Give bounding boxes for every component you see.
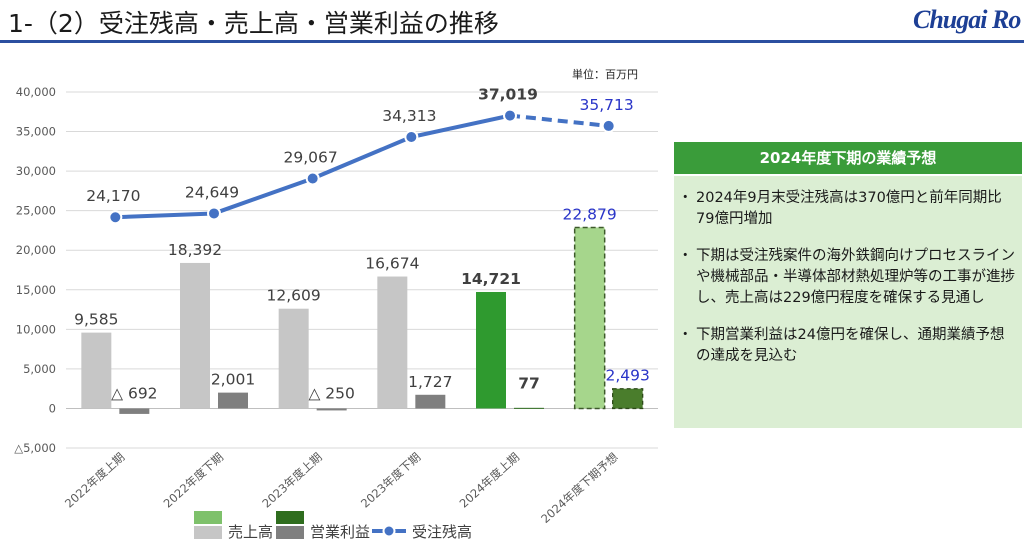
order-backlog-data-label: 35,713 — [580, 96, 634, 114]
order-backlog-data-label: 29,067 — [284, 148, 338, 166]
x-tick-label: 2022年度上期 — [62, 450, 127, 511]
sales-data-label: 16,674 — [365, 255, 419, 273]
order-backlog-data-label: 37,019 — [478, 86, 538, 104]
profit-data-label: △ 250 — [308, 384, 354, 402]
sales-bar — [278, 308, 309, 409]
forecast-bullet: 下期営業利益は24億円を確保し、通期業績予想の達成を見込む — [678, 325, 1016, 367]
legend-swatch-profit-current — [276, 511, 304, 524]
sales-data-label: 22,879 — [563, 205, 617, 223]
x-tick-label: 2024年度下期予想 — [538, 450, 620, 526]
y-tick-label: 15,000 — [16, 283, 56, 297]
sales-data-label: 18,392 — [168, 241, 222, 259]
slide-title: 1-（2）受注残高・売上高・営業利益の推移 — [8, 9, 499, 38]
sales-bar — [377, 276, 408, 409]
order-backlog-point — [108, 210, 123, 225]
legend-swatch-sales-current — [194, 511, 222, 524]
forecast-bullet: 2024年9月末受注残高は370億円と前年同期比79億円増加 — [678, 188, 1016, 230]
x-tick-label: 2023年度下期 — [358, 450, 423, 511]
x-tick-label: 2024年度上期 — [457, 450, 522, 511]
y-tick-label: 10,000 — [16, 322, 56, 336]
sales-bar — [476, 291, 506, 409]
profit-data-label: △ 692 — [111, 384, 157, 402]
order-backlog-point — [207, 206, 221, 221]
sales-bar — [81, 332, 112, 409]
y-tick-label: △5,000 — [14, 441, 56, 455]
profit-data-label: 2,493 — [605, 367, 649, 385]
sales-data-label: 9,585 — [74, 311, 118, 329]
profit-bar — [612, 388, 644, 410]
profit-data-label: 2,001 — [211, 371, 255, 389]
title-rule — [0, 40, 1024, 43]
legend-label-order: 受注残高 — [412, 523, 472, 541]
profit-data-label: 1,727 — [408, 373, 452, 391]
y-tick-label: 30,000 — [16, 164, 56, 178]
legend-swatch-sales — [194, 526, 222, 539]
profit-bar — [415, 394, 446, 409]
y-tick-label: 35,000 — [16, 125, 56, 139]
profit-bar — [218, 392, 248, 409]
order-backlog-data-label: 24,170 — [86, 187, 140, 205]
profit-bar — [514, 407, 544, 409]
forecast-panel: 2024年9月末受注残高は370億円と前年同期比79億円増加 下期は受注残案件の… — [674, 176, 1022, 428]
y-tick-label: 25,000 — [16, 204, 56, 218]
profit-bar — [316, 408, 347, 411]
legend-label-sales: 売上高 — [228, 523, 273, 541]
y-tick-label: 5,000 — [23, 362, 56, 376]
combo-chart: △5,000 0 5,000 10,000 15,000 20,000 25,000 30,0… — [14, 85, 658, 541]
order-backlog-data-label: 24,649 — [185, 183, 239, 201]
sales-bar — [573, 226, 606, 410]
company-logo: Chugai Ro — [913, 5, 1021, 34]
sales-bar — [180, 262, 210, 409]
order-backlog-point — [601, 118, 616, 133]
order-backlog-point — [404, 129, 419, 144]
order-backlog-point — [305, 171, 320, 186]
y-tick-label: 20,000 — [16, 243, 56, 257]
unit-label: 単位：百万円 — [572, 68, 638, 81]
legend-label-profit: 営業利益 — [310, 523, 370, 541]
order-backlog-data-label: 34,313 — [382, 107, 436, 125]
sales-data-label: 14,721 — [461, 270, 521, 288]
order-backlog-point — [503, 108, 517, 123]
legend-marker-order — [382, 524, 396, 538]
legend-swatch-profit — [276, 526, 304, 539]
forecast-bullet: 下期は受注残案件の海外鉄鋼向けプロセスラインや機械部品・半導体部材熱処理炉等の工… — [678, 246, 1016, 309]
profit-bar — [119, 408, 150, 414]
forecast-panel-heading: 2024年度下期の業績予想 — [674, 142, 1022, 174]
x-tick-label: 2022年度下期 — [161, 450, 226, 511]
order-backlog-forecast-line — [509, 113, 609, 128]
profit-data-label: 77 — [518, 374, 540, 392]
forecast-bullet-list: 2024年9月末受注残高は370億円と前年同期比79億円増加 下期は受注残案件の… — [674, 176, 1022, 367]
sales-data-label: 12,609 — [267, 287, 321, 305]
y-tick-label: 40,000 — [16, 85, 56, 99]
y-tick-label: 0 — [49, 401, 56, 415]
x-tick-label: 2023年度上期 — [259, 450, 324, 511]
